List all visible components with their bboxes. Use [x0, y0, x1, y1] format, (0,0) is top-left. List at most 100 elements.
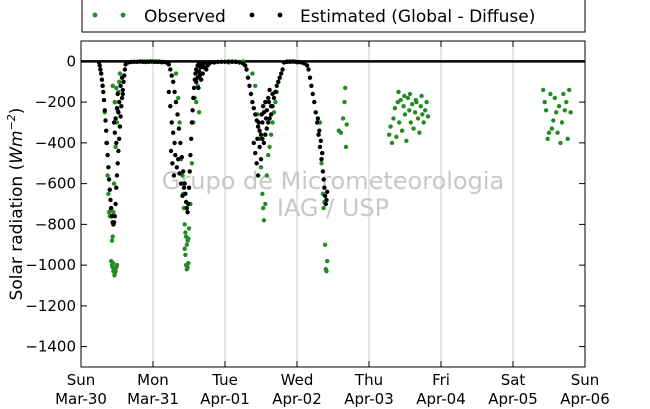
point-estimated-130	[226, 59, 231, 64]
x-tick-day-0: Sun	[67, 371, 96, 389]
point-observed-109	[340, 116, 346, 121]
watermark-line-0: Grupo de Micrometeorologia	[162, 167, 504, 195]
point-estimated-86	[189, 120, 195, 125]
point-estimated-79	[184, 205, 189, 211]
y-tick-label-5: −1000	[25, 256, 76, 274]
point-estimated-8	[102, 108, 108, 113]
point-observed-127	[405, 95, 411, 101]
y-tick-label-2: −400	[35, 134, 76, 152]
legend-marker-observed-0	[92, 12, 98, 18]
point-estimated-15	[107, 187, 113, 192]
point-observed-128	[407, 108, 412, 113]
point-estimated-87	[190, 108, 195, 113]
point-estimated-68	[171, 79, 176, 85]
point-observed-137	[420, 112, 425, 117]
point-estimated-112	[196, 69, 202, 74]
y-tick-label-3: −600	[35, 175, 76, 193]
point-observed-110	[342, 99, 347, 105]
point-estimated-102	[176, 157, 181, 162]
point-estimated-31	[119, 104, 124, 109]
point-estimated-85	[189, 136, 194, 141]
point-estimated-4	[99, 77, 105, 82]
point-estimated-201	[320, 169, 326, 174]
point-estimated-203	[322, 185, 327, 190]
point-observed-80	[260, 191, 265, 196]
point-estimated-194	[310, 91, 315, 97]
point-estimated-41	[113, 116, 118, 121]
point-estimated-176	[255, 136, 260, 141]
point-estimated-96	[168, 104, 173, 109]
point-estimated-163	[253, 150, 258, 156]
point-estimated-171	[264, 108, 269, 113]
point-observed-125	[402, 112, 408, 117]
point-estimated-159	[277, 75, 282, 80]
point-estimated-129	[222, 59, 228, 64]
point-estimated-178	[259, 112, 264, 117]
point-estimated-22	[112, 214, 118, 219]
point-observed-17	[117, 71, 123, 76]
point-estimated-172	[266, 95, 271, 101]
point-estimated-142	[253, 112, 258, 117]
point-observed-82	[261, 218, 267, 223]
legend-marker-estimated-0	[249, 12, 255, 18]
y-tick-label-4: −800	[35, 215, 76, 233]
point-observed-31	[114, 262, 120, 268]
point-observed-106	[325, 258, 330, 264]
series-estimated	[96, 59, 330, 227]
point-estimated-135	[243, 63, 248, 68]
point-estimated-207	[325, 189, 330, 194]
x-tick-date-2: Apr-01	[200, 390, 250, 408]
point-observed-158	[556, 104, 562, 109]
point-estimated-120	[208, 60, 213, 65]
x-tick-day-1: Mon	[137, 371, 169, 389]
point-estimated-106	[181, 185, 187, 190]
point-observed-76	[253, 83, 258, 89]
point-observed-136	[418, 104, 423, 109]
point-estimated-40	[112, 130, 118, 135]
point-estimated-141	[251, 106, 256, 111]
point-estimated-80	[185, 210, 190, 215]
point-estimated-193	[309, 83, 314, 89]
point-observed-68	[196, 110, 202, 115]
point-observed-101	[321, 205, 326, 211]
point-estimated-174	[268, 104, 274, 109]
point-estimated-110	[194, 79, 199, 85]
point-observed-114	[387, 132, 392, 137]
point-estimated-149	[263, 132, 268, 137]
point-observed-112	[343, 144, 349, 150]
x-tick-day-5: Fri	[432, 371, 450, 389]
point-observed-161	[561, 91, 566, 97]
point-estimated-89	[191, 85, 197, 91]
point-estimated-121	[196, 85, 201, 91]
point-estimated-46	[117, 99, 122, 105]
point-estimated-44	[116, 110, 121, 115]
point-estimated-6	[101, 89, 106, 95]
point-observed-153	[549, 126, 555, 131]
point-estimated-67	[169, 73, 174, 78]
x-tick-date-6: Apr-05	[488, 390, 538, 408]
point-observed-123	[399, 128, 405, 133]
watermark-line-1: IAG / USP	[277, 194, 389, 222]
x-tick-date-4: Apr-03	[344, 390, 394, 408]
point-estimated-204	[322, 193, 328, 198]
point-estimated-137	[245, 75, 251, 80]
axis-ticks: 0−200−400−600−800−1000−1200−1400SunMar-3…	[25, 41, 610, 408]
point-estimated-161	[280, 67, 285, 72]
point-estimated-199	[317, 144, 323, 150]
point-estimated-192	[307, 75, 313, 80]
point-estimated-21	[111, 220, 117, 225]
point-observed-129	[408, 120, 413, 125]
point-observed-140	[424, 99, 429, 105]
point-estimated-16	[108, 197, 113, 203]
point-estimated-160	[279, 71, 284, 76]
point-estimated-109	[168, 148, 174, 154]
point-observed-32	[110, 260, 116, 266]
point-estimated-14	[106, 177, 112, 182]
point-estimated-69	[172, 89, 177, 95]
point-observed-165	[567, 87, 572, 93]
x-tick-day-2: Tue	[211, 371, 238, 389]
point-observed-88	[270, 120, 275, 125]
point-estimated-206	[324, 197, 329, 203]
point-observed-81	[261, 205, 266, 211]
